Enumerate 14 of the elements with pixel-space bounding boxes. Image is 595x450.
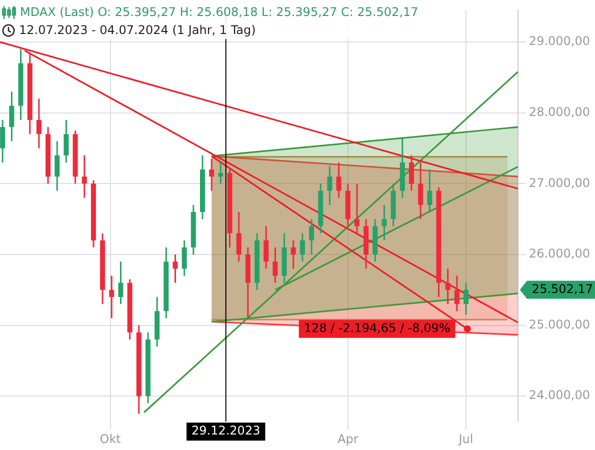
ref-line-label: 29.12.2023 — [192, 424, 260, 438]
y-tick-label: 24.000,00 — [528, 388, 590, 402]
annotation: 128 / -2.194,65 / -8,09% — [304, 320, 450, 335]
x-tick-label: Jul — [458, 432, 474, 446]
y-tick-label: 26.000,00 — [528, 246, 590, 261]
y-tick-label: 28.000,00 — [528, 105, 590, 119]
x-tick-label: Okt — [100, 432, 122, 446]
x-tick-label: Apr — [338, 432, 358, 446]
text: 25.502,17 — [532, 282, 594, 296]
y-tick-label: 27.000,00 — [528, 176, 590, 190]
text: 12.07.2023 - 04.07.2024 (1 Jahr, 1 Tag) — [19, 22, 256, 39]
y-tick-label: 25.000,00 — [528, 317, 590, 332]
y-tick-label: 29.000,00 — [528, 34, 590, 48]
chart-title: MDAX (Last) O: 25.395,27 H: 25.608,18 L: 25.395,27 C: 25.502,17 — [20, 4, 418, 21]
